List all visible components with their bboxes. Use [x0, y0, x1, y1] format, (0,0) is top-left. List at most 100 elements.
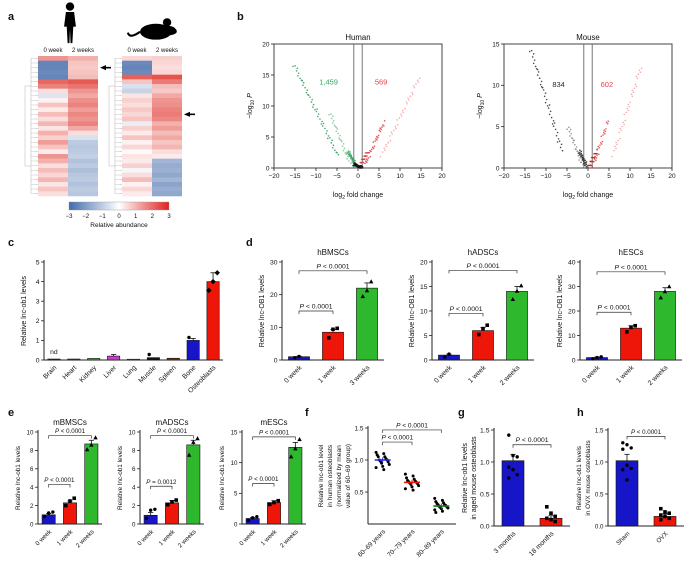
svg-text:4: 4: [30, 485, 34, 492]
svg-text:0: 0: [234, 521, 238, 528]
svg-text:0.5: 0.5: [595, 491, 604, 498]
svg-text:15: 15: [420, 284, 428, 291]
svg-text:Relative abundance: Relative abundance: [90, 222, 148, 229]
svg-text:15: 15: [647, 173, 655, 180]
svg-text:in OVX mouse osteoblasts: in OVX mouse osteoblasts: [585, 440, 592, 515]
svg-text:−5: −5: [333, 173, 341, 180]
svg-text:log2 fold change: log2 fold change: [563, 192, 613, 201]
svg-text:1.0: 1.0: [480, 459, 490, 466]
svg-text:3: 3: [167, 214, 171, 220]
panel-g-label: g: [458, 407, 465, 419]
svg-text:mBMSCs: mBMSCs: [53, 418, 87, 427]
svg-text:−2: −2: [82, 214, 90, 220]
madscs-chart: mADSCs 0 2 4 6 8 10 Relative lnc-ob1 levels 0 we…: [114, 416, 210, 566]
svg-text:Mouse: Mouse: [576, 33, 599, 42]
relative-abundance-colorbar: −3 −2 −1 0 1 2 3 Relative abundance: [55, 200, 185, 234]
svg-text:in human osteoblasts: in human osteoblasts: [327, 444, 334, 507]
svg-text:value of 60–69 group): value of 60–69 group): [345, 444, 352, 508]
svg-text:10: 10: [231, 460, 238, 467]
svg-text:−15: −15: [289, 173, 300, 180]
svg-text:1,459: 1,459: [319, 77, 338, 86]
svg-text:0: 0: [572, 357, 576, 364]
svg-text:1.5: 1.5: [595, 427, 604, 434]
svg-text:−20: −20: [268, 173, 279, 180]
svg-text:Relative lnc-ob1 level: Relative lnc-ob1 level: [318, 444, 325, 507]
svg-text:30: 30: [270, 259, 278, 266]
svg-text:P < 0.0001: P < 0.0001: [515, 437, 548, 444]
svg-text:1 week: 1 week: [467, 364, 488, 385]
svg-text:0 week: 0 week: [581, 364, 602, 385]
svg-text:Lung: Lung: [122, 364, 138, 380]
svg-text:P < 0.0001: P < 0.0001: [248, 476, 279, 483]
svg-text:Relative lnc-ob1 levels: Relative lnc-ob1 levels: [15, 446, 22, 510]
mouse-icon: [126, 14, 182, 42]
panel-f-label: f: [305, 407, 309, 419]
svg-text:0 week: 0 week: [433, 364, 454, 385]
svg-text:10: 10: [568, 333, 576, 340]
svg-text:3: 3: [36, 299, 40, 306]
svg-text:3 months: 3 months: [493, 530, 518, 555]
svg-text:2 weeks: 2 weeks: [647, 364, 670, 387]
svg-text:0 week: 0 week: [136, 528, 155, 547]
svg-text:0 week: 0 week: [43, 48, 63, 54]
svg-text:Kidney: Kidney: [78, 364, 98, 384]
svg-text:P = 0.0012: P = 0.0012: [146, 479, 177, 486]
svg-text:mADSCs: mADSCs: [156, 418, 189, 427]
svg-text:2: 2: [132, 503, 136, 510]
human-icon: [54, 2, 86, 44]
svg-text:−log10 P: −log10 P: [247, 93, 256, 119]
ovx-mouse-chart: 0.0 0.5 1.0 1.5 Relative lnc-ob1 levels in OV…: [576, 414, 690, 568]
svg-text:5: 5: [424, 333, 428, 340]
svg-text:1 week: 1 week: [56, 528, 75, 547]
svg-text:0 week: 0 week: [283, 364, 304, 385]
svg-text:10: 10: [27, 429, 34, 436]
svg-text:5: 5: [377, 173, 381, 180]
svg-text:−1: −1: [99, 214, 107, 220]
svg-text:Relative lnc-ob1 levels: Relative lnc-ob1 levels: [117, 446, 124, 510]
svg-text:Muscle: Muscle: [138, 364, 158, 384]
svg-text:Relative lnc-OB1 levels: Relative lnc-OB1 levels: [557, 274, 564, 347]
svg-text:0: 0: [586, 173, 590, 180]
svg-text:−5: −5: [563, 173, 571, 180]
svg-text:P < 0.0001: P < 0.0001: [299, 304, 332, 311]
svg-text:P < 0.0001: P < 0.0001: [44, 477, 75, 484]
svg-text:0: 0: [266, 165, 270, 172]
svg-text:2 weeks: 2 weeks: [177, 528, 198, 549]
svg-text:8: 8: [30, 448, 34, 455]
svg-text:4: 4: [36, 279, 40, 286]
svg-text:4: 4: [132, 485, 136, 492]
svg-text:2 weeks: 2 weeks: [279, 528, 300, 549]
svg-text:1.0: 1.0: [595, 459, 604, 466]
age-groups-chart: 0.5 1.0 1.5 Relative lnc-ob1 level in human …: [312, 414, 460, 568]
svg-text:P < 0.0001: P < 0.0001: [259, 429, 290, 436]
svg-text:P < 0.0001: P < 0.0001: [466, 263, 499, 270]
svg-text:1 week: 1 week: [317, 364, 338, 385]
svg-text:Spleen: Spleen: [158, 364, 178, 384]
svg-text:Relative lnc-ob1 levels: Relative lnc-ob1 levels: [219, 446, 226, 510]
svg-text:P < 0.0001: P < 0.0001: [597, 305, 630, 312]
svg-text:20: 20: [270, 292, 278, 299]
svg-text:20: 20: [568, 308, 576, 315]
svg-text:6: 6: [132, 466, 136, 473]
svg-text:0 week: 0 week: [238, 528, 257, 547]
svg-text:2 weeks: 2 weeks: [75, 528, 96, 549]
svg-text:10: 10: [626, 173, 634, 180]
hescs-chart: hESCs 0 10 20 30 40 Relative lnc-OB1 levels 0 w…: [550, 246, 688, 408]
svg-text:0.0: 0.0: [480, 523, 490, 530]
svg-text:0 week: 0 week: [34, 528, 53, 547]
mbmscs-chart: mBMSCs 0 2 4 6 8 10 Relative lnc-ob1 levels 0 we…: [12, 416, 108, 566]
svg-text:OVX: OVX: [655, 530, 669, 544]
panel-d-label: d: [246, 237, 253, 249]
svg-text:Relative lnc-OB1 levels: Relative lnc-OB1 levels: [409, 274, 416, 347]
svg-text:1 week: 1 week: [260, 528, 279, 547]
svg-text:20: 20: [420, 259, 428, 266]
svg-text:5: 5: [234, 491, 238, 498]
svg-text:−20: −20: [498, 173, 509, 180]
svg-text:60–69 years: 60–69 years: [357, 528, 388, 559]
svg-text:2 weeks: 2 weeks: [72, 48, 94, 54]
svg-text:0.5: 0.5: [480, 491, 490, 498]
svg-text:Relative lnc-ob1 levels: Relative lnc-ob1 levels: [576, 446, 583, 510]
svg-text:mESCs: mESCs: [260, 418, 287, 427]
svg-text:10: 10: [129, 429, 136, 436]
svg-text:1 week: 1 week: [158, 528, 177, 547]
